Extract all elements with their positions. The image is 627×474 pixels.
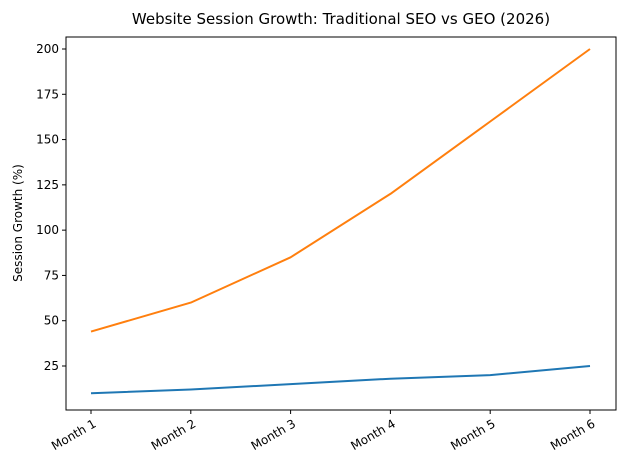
- x-tick-label: Month 1: [49, 416, 98, 453]
- chart-title: Website Session Growth: Traditional SEO …: [132, 10, 550, 28]
- x-tick-label: Month 2: [149, 416, 198, 453]
- series-line-geo: [90, 48, 591, 333]
- x-tick-label: Month 6: [548, 416, 597, 453]
- y-tick-label: 200: [36, 42, 59, 56]
- x-tick-label: Month 5: [448, 416, 497, 453]
- y-tick-label: 75: [44, 268, 59, 282]
- y-axis-label: Session Growth (%): [11, 164, 25, 282]
- y-tick-label: 125: [36, 178, 59, 192]
- y-tick-label: 150: [36, 133, 59, 147]
- x-tick-label: Month 4: [348, 416, 397, 453]
- y-tick-label: 50: [44, 314, 59, 328]
- plot-area: 25 50 75 100 125 150 175 200 Month 1 Month 2 Month…: [36, 42, 597, 453]
- y-tick-label: 25: [44, 359, 59, 373]
- y-tick-label: 100: [36, 223, 59, 237]
- series-line-traditional-seo: [90, 365, 591, 395]
- y-tick-label: 175: [36, 87, 59, 101]
- axes-frame: [65, 36, 617, 411]
- x-tick-label: Month 3: [249, 416, 298, 453]
